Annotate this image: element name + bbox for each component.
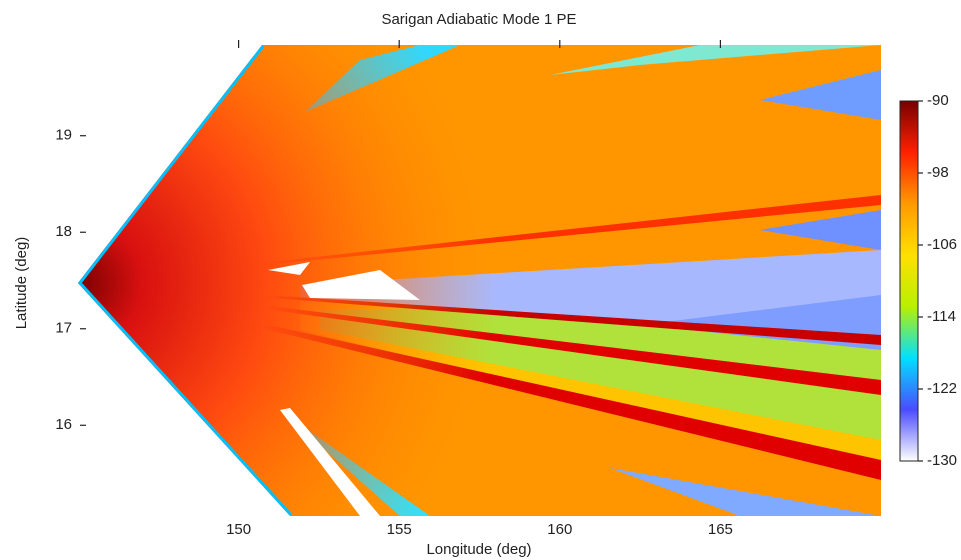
y-axis-label: Latitude (deg) bbox=[13, 237, 30, 330]
heatmap bbox=[78, 45, 881, 516]
y-tick-label: 17 bbox=[55, 320, 72, 337]
y-tick-label: 19 bbox=[55, 127, 72, 144]
y-tick-label: 16 bbox=[55, 416, 72, 433]
colorbar-tick-label: -130 bbox=[927, 452, 957, 469]
x-tick-label: 150 bbox=[226, 521, 251, 538]
colorbar-tick-label: -106 bbox=[927, 236, 957, 253]
x-axis-label: Longitude (deg) bbox=[426, 541, 531, 558]
x-tick-label: 165 bbox=[708, 521, 733, 538]
colorbar-tick-label: -114 bbox=[927, 308, 956, 325]
colorbar-tick-label: -122 bbox=[927, 380, 957, 397]
colorbar-tick-label: -90 bbox=[927, 92, 949, 109]
x-tick-label: 160 bbox=[547, 521, 572, 538]
colorbar-tick-label: -98 bbox=[927, 164, 949, 181]
x-tick-label: 155 bbox=[387, 521, 412, 538]
colorbar bbox=[899, 100, 919, 462]
y-tick-label: 18 bbox=[55, 223, 72, 240]
chart-title: Sarigan Adiabatic Mode 1 PE bbox=[381, 11, 576, 28]
